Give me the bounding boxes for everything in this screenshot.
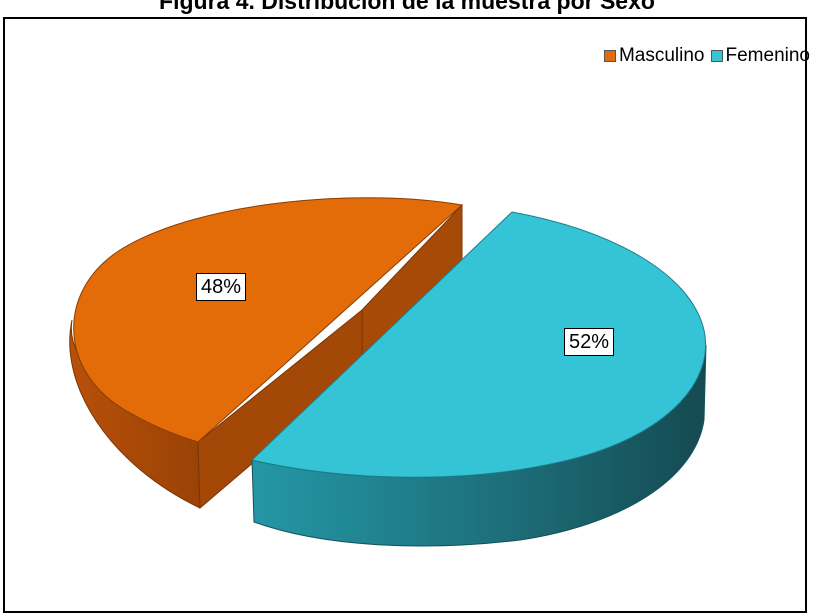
legend-item-masculino: Masculino	[604, 45, 705, 67]
legend-swatch-masculino	[604, 50, 616, 62]
legend-swatch-femenino	[711, 50, 723, 62]
legend-label-masculino: Masculino	[619, 45, 705, 67]
data-label-masculino: 48%	[196, 273, 246, 301]
legend-item-femenino: Femenino	[711, 45, 811, 67]
legend-label-femenino: Femenino	[726, 45, 811, 67]
legend: Masculino Femenino	[598, 45, 810, 67]
data-label-femenino: 52%	[564, 328, 614, 356]
